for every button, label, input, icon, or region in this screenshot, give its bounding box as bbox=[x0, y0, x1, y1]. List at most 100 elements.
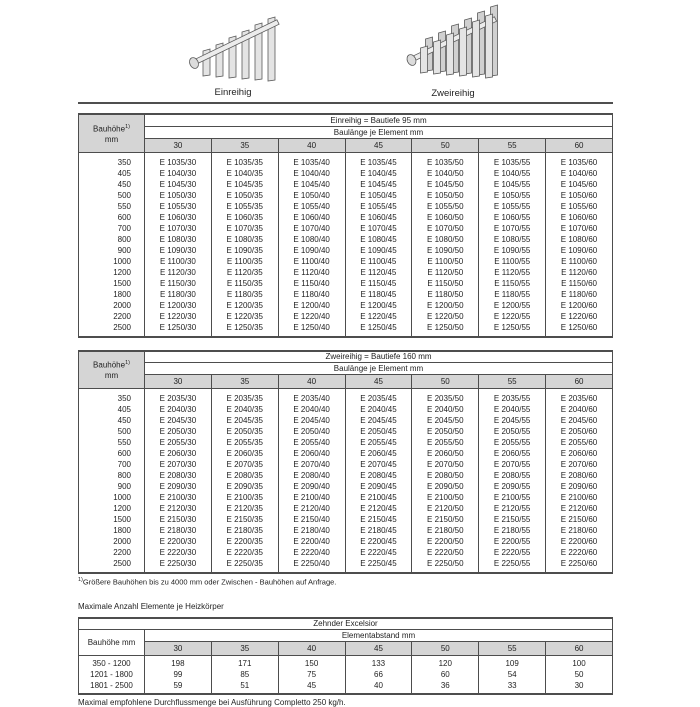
data-cell: E 2040/60 bbox=[560, 405, 598, 414]
column-header: 55 bbox=[478, 641, 547, 656]
data-cell: E 2035/55 bbox=[478, 388, 547, 404]
data-cell: E 1035/60 bbox=[560, 157, 598, 167]
data-cell: E 2040/40 bbox=[278, 404, 346, 415]
data-cell: E 2060/35 bbox=[211, 448, 279, 459]
data-cell: E 1040/60 bbox=[560, 168, 598, 178]
table-band-subtitle: Baulänge je Element mm bbox=[144, 362, 613, 375]
data-cell: E 2045/35 bbox=[211, 415, 279, 426]
data-cell: E 1090/60 bbox=[560, 245, 598, 255]
data-cell: E 2120/30 bbox=[144, 503, 212, 514]
bauhoehe-header-cell: Bauhöhe mm bbox=[78, 629, 145, 656]
data-cell: E 2100/60 bbox=[560, 493, 598, 502]
data-cell: E 2055/35 bbox=[211, 437, 279, 448]
row-label-cell: 800 bbox=[78, 233, 145, 245]
data-cell: E 2250/50 bbox=[411, 558, 480, 573]
data-cell: E 1220/55 bbox=[478, 310, 547, 322]
data-cell: E 2045/40 bbox=[278, 415, 346, 426]
data-cell: 45 bbox=[278, 680, 346, 694]
row-label-cell: 1200 bbox=[78, 266, 145, 278]
data-cell: E 2070/50 bbox=[411, 459, 480, 470]
data-cell: E 1200/55 bbox=[478, 299, 547, 311]
table-row: 1201 - 1800 99 85 75 66 60 54 50 bbox=[78, 669, 613, 680]
data-cell: E 2090/30 bbox=[144, 481, 212, 492]
data-cell: E 2180/55 bbox=[478, 525, 547, 536]
data-cell: E 1070/55 bbox=[478, 222, 547, 234]
max-elements-table-body: 350 - 1200 198 171 150 133 120 109 100 1201 - 18… bbox=[78, 655, 613, 694]
data-cell: E 2120/45 bbox=[345, 503, 413, 514]
table-row: 2200 E 1220/30 E 1220/35 E 1220/40 E 1220/45… bbox=[78, 310, 613, 322]
data-cell: E 1250/35 bbox=[211, 321, 279, 337]
data-cell: E 2200/45 bbox=[345, 536, 413, 547]
data-cell: E 1050/60 bbox=[560, 190, 598, 200]
data-cell: E 2200/60 bbox=[560, 537, 598, 546]
data-cell: E 2080/40 bbox=[278, 470, 346, 481]
data-cell: E 1100/45 bbox=[345, 255, 413, 267]
data-cell: E 1100/55 bbox=[478, 255, 547, 267]
einreihig-figure: Einreihig bbox=[183, 6, 283, 98]
table-row: 2500 E 1250/30 E 1250/35 E 1250/40 E 1250/45… bbox=[78, 321, 613, 337]
data-cell: E 2060/45 bbox=[345, 448, 413, 459]
data-cell: E 1150/60 bbox=[561, 278, 597, 288]
table-row: 500 E 2050/30 E 2050/35 E 2050/40 E 2050/45 E… bbox=[78, 426, 613, 437]
data-cell: E 1055/60 bbox=[560, 201, 598, 211]
data-cell: E 1070/45 bbox=[345, 222, 413, 234]
data-cell: E 1045/60 bbox=[560, 179, 598, 189]
data-cell: 171 bbox=[211, 655, 279, 669]
row-label-cell: 1000 bbox=[78, 492, 145, 503]
data-cell: 66 bbox=[345, 669, 413, 680]
data-cell: E 1070/60 bbox=[560, 223, 598, 233]
data-cell: E 1040/30 bbox=[144, 167, 212, 179]
table-row: 600 E 1060/30 E 1060/35 E 1060/40 E 1060/45 E… bbox=[78, 211, 613, 223]
data-cell: E 2055/40 bbox=[278, 437, 346, 448]
column-header: 40 bbox=[278, 641, 346, 656]
data-cell: E 2250/40 bbox=[278, 558, 346, 573]
data-cell: E 2120/35 bbox=[211, 503, 279, 514]
table-row: 600 E 2060/30 E 2060/35 E 2060/40 E 2060/45 E… bbox=[78, 448, 613, 459]
flow-rate-note: Maximal empfohlene Durchflussmenge bei A… bbox=[78, 698, 346, 707]
data-cell: E 1180/40 bbox=[278, 288, 346, 300]
data-cell: 198 bbox=[144, 655, 212, 669]
data-cell: E 2220/30 bbox=[144, 547, 212, 558]
bauhoehe-header-cell: Bauhöhe1) mm bbox=[78, 114, 145, 153]
data-cell: E 2120/60 bbox=[560, 504, 598, 513]
data-cell: E 1120/50 bbox=[411, 266, 480, 278]
row-label-cell: 2500 bbox=[78, 321, 145, 337]
data-cell: E 1055/45 bbox=[345, 200, 413, 212]
data-cell: E 2070/40 bbox=[278, 459, 346, 470]
table-row: 405 E 1040/30 E 1040/35 E 1040/40 E 1040/45 E… bbox=[78, 167, 613, 179]
einreihig-table-body: 350 E 1035/30 E 1035/35 E 1035/40 E 1035/45 E… bbox=[78, 152, 613, 337]
row-label-cell: 350 bbox=[78, 152, 145, 168]
table-row: 1000 E 1100/30 E 1100/35 E 1100/40 E 1100/45… bbox=[78, 255, 613, 267]
data-cell: E 2040/50 bbox=[411, 404, 480, 415]
data-cell: E 2100/40 bbox=[278, 492, 346, 503]
data-cell: E 2250/35 bbox=[211, 558, 279, 573]
footnote-ref-icon: 1) bbox=[125, 123, 130, 130]
data-cell: E 2220/35 bbox=[211, 547, 279, 558]
table-band-title: Elementabstand mm bbox=[144, 629, 613, 642]
data-cell: E 1055/40 bbox=[278, 200, 346, 212]
data-cell: E 2180/50 bbox=[411, 525, 480, 536]
data-cell: E 1070/35 bbox=[211, 222, 279, 234]
row-label-cell: 800 bbox=[78, 470, 145, 481]
data-cell: E 2220/50 bbox=[411, 547, 480, 558]
data-cell: E 2180/45 bbox=[345, 525, 413, 536]
row-label-cell: 405 bbox=[78, 404, 145, 415]
data-cell: E 1055/30 bbox=[144, 200, 212, 212]
data-cell: E 2070/35 bbox=[211, 459, 279, 470]
data-cell: E 2045/50 bbox=[411, 415, 480, 426]
data-cell: E 1060/50 bbox=[411, 211, 480, 223]
einreihig-table: Bauhöhe1) mm Einreihig = Bautiefe 95 mm … bbox=[78, 113, 613, 338]
row-label-cell: 900 bbox=[78, 244, 145, 256]
data-cell: E 2070/55 bbox=[478, 459, 547, 470]
row-label-cell: 900 bbox=[78, 481, 145, 492]
data-cell: E 2090/35 bbox=[211, 481, 279, 492]
row-label-cell: 450 bbox=[78, 415, 145, 426]
table-row: 2000 E 2200/30 E 2200/35 E 2200/40 E 2200/45… bbox=[78, 536, 613, 547]
data-cell: E 2045/45 bbox=[345, 415, 413, 426]
data-cell: E 1070/50 bbox=[411, 222, 480, 234]
data-cell: E 2180/35 bbox=[211, 525, 279, 536]
data-cell: E 2100/55 bbox=[478, 492, 547, 503]
data-cell: 50 bbox=[574, 670, 584, 679]
data-cell: E 2060/50 bbox=[411, 448, 480, 459]
data-cell: E 2100/50 bbox=[411, 492, 480, 503]
